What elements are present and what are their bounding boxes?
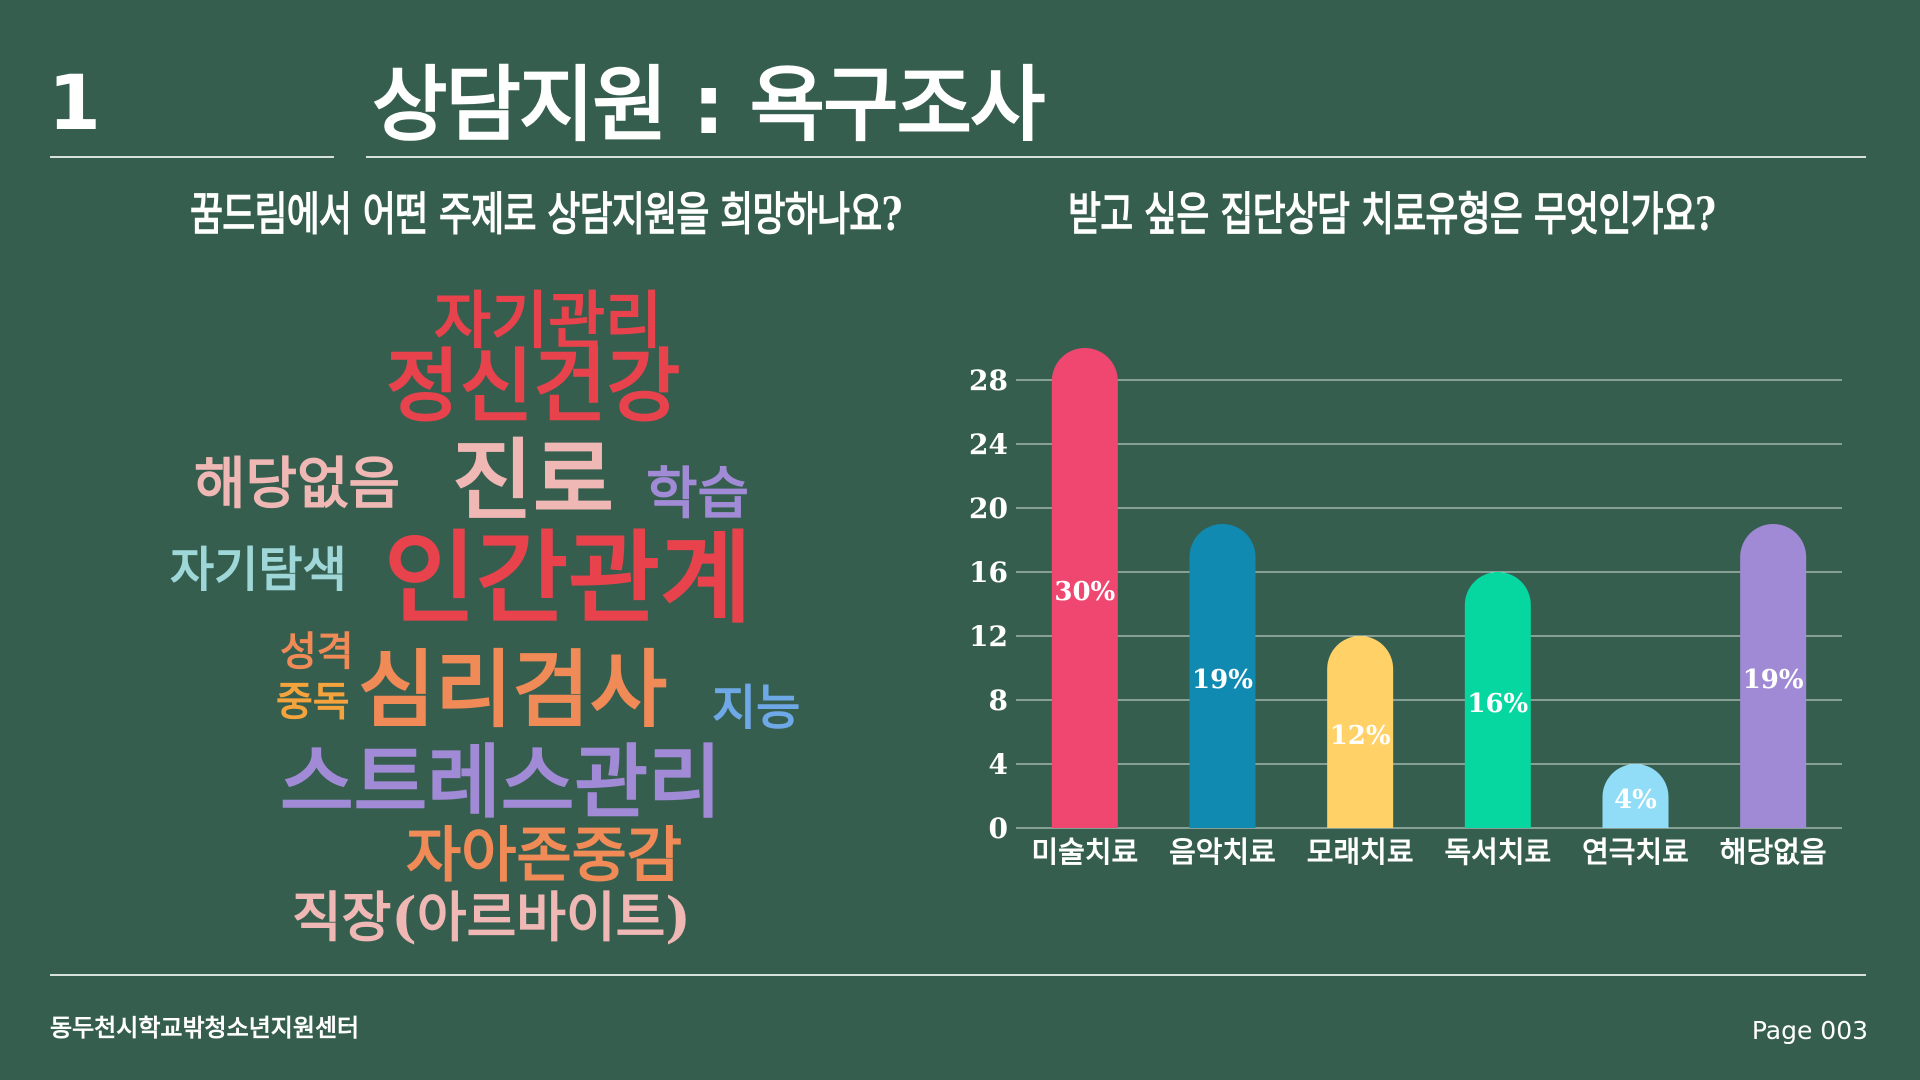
y-tick-label: 12 — [969, 620, 1008, 653]
title-divider-left — [50, 156, 334, 158]
cloud-word-personality: 성격 — [280, 628, 354, 675]
cloud-word-self-management: 자기관리 — [434, 284, 663, 357]
y-tick-label: 8 — [989, 684, 1008, 717]
cloud-word-self-esteem: 자아존중감 — [406, 821, 682, 891]
bar — [1189, 524, 1256, 828]
cloud-word-none: 해당없음 — [194, 451, 401, 517]
bar — [1051, 348, 1118, 828]
footer-page-number: Page 003 — [1751, 1016, 1868, 1045]
bar — [1602, 764, 1669, 828]
chart-question: 받고 싶은 집단상담 치료유형은 무엇인가요? — [1068, 187, 1716, 241]
cloud-word-study: 학습 — [646, 461, 750, 527]
data-label: 30% — [1054, 577, 1115, 607]
x-tick-label: 미술치료 — [1031, 835, 1138, 869]
x-tick-label: 음악치료 — [1169, 835, 1276, 869]
slide-number: 1 — [48, 58, 101, 147]
title-divider-right — [366, 156, 1866, 158]
x-tick-label: 연극치료 — [1582, 835, 1689, 869]
cloud-word-stress-management: 스트레스관리 — [280, 735, 722, 829]
word-cloud-question: 꿈드림에서 어떤 주제로 상담지원을 희망하나요? — [190, 187, 902, 241]
y-tick-label: 28 — [969, 364, 1008, 397]
slide-title: 상담지원 : 욕구조사 — [372, 58, 1045, 153]
x-tick-label: 해당없음 — [1720, 835, 1827, 869]
x-tick-label: 모래치료 — [1307, 835, 1414, 869]
cloud-word-part-time-job: 직장(아르바이트) — [292, 885, 691, 949]
cloud-word-psych-test: 심리검사 — [358, 640, 668, 739]
y-tick-label: 4 — [989, 748, 1008, 781]
x-tick-label: 독서치료 — [1444, 835, 1551, 869]
y-tick-label: 24 — [969, 428, 1008, 461]
data-label: 19% — [1743, 665, 1804, 695]
cloud-word-addiction: 중독 — [276, 678, 350, 725]
cloud-word-relationships: 인간관계 — [384, 519, 752, 637]
bar — [1464, 572, 1531, 828]
footer-divider — [50, 974, 1866, 976]
cloud-word-intelligence: 지능 — [712, 680, 801, 736]
y-tick-label: 20 — [969, 492, 1008, 525]
cloud-word-mental-health: 정신건강 — [386, 339, 681, 433]
bar — [1740, 524, 1807, 828]
data-label: 12% — [1330, 721, 1391, 751]
data-label: 4% — [1614, 785, 1657, 815]
y-tick-label: 0 — [989, 812, 1008, 845]
bar — [1327, 636, 1394, 828]
data-label: 19% — [1192, 665, 1253, 695]
cloud-word-self-exploration: 자기탐색 — [170, 542, 347, 598]
footer-organization: 동두천시학교밖청소년지원센터 — [50, 1014, 360, 1042]
cloud-word-career: 진로 — [452, 428, 614, 532]
data-label: 16% — [1467, 689, 1528, 719]
y-tick-label: 16 — [969, 556, 1008, 589]
